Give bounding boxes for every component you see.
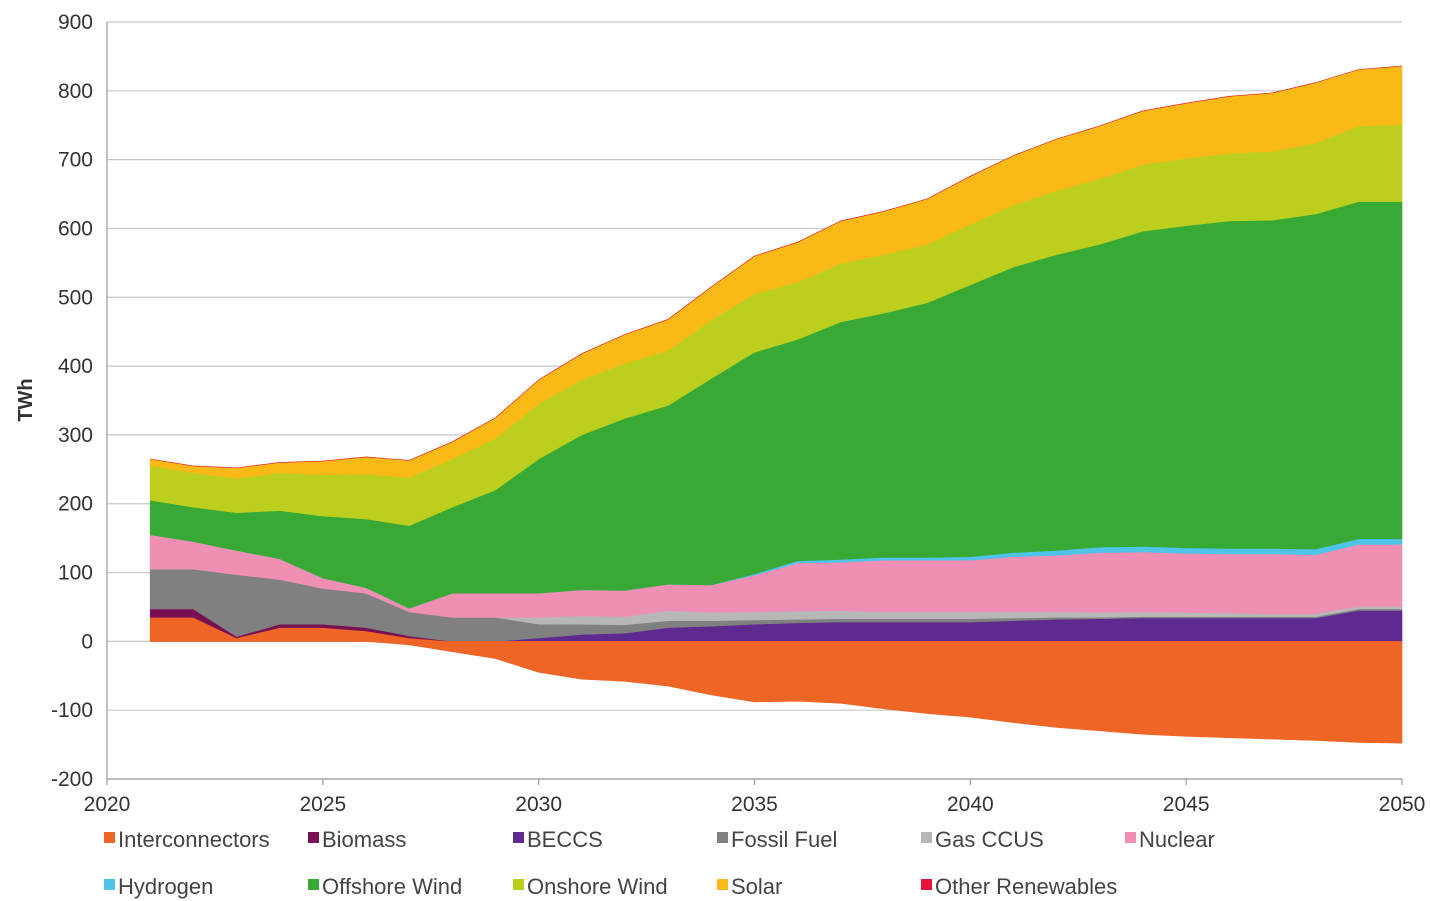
legend-swatch (921, 879, 932, 890)
legend-label: Biomass (322, 827, 406, 852)
legend-swatch (104, 832, 115, 843)
x-tick-label: 2035 (731, 793, 778, 816)
x-tick-label: 2050 (1379, 793, 1426, 816)
legend-swatch (1125, 832, 1136, 843)
x-tick-label: 2045 (1163, 793, 1210, 816)
x-tick-label: 2030 (515, 793, 562, 816)
legend-item-onshore-wind: Onshore Wind (513, 874, 668, 899)
legend: Interconnectors Biomass BECCS Fossil Fuel Ga… (104, 827, 1215, 899)
legend-swatch (717, 879, 728, 890)
y-tick-label: 900 (58, 11, 93, 34)
y-tick-label: 700 (58, 149, 93, 172)
y-tick-label: 500 (58, 286, 93, 309)
y-tick-label: 800 (58, 80, 93, 103)
legend-swatch (513, 832, 524, 843)
legend-item-nuclear: Nuclear (1125, 827, 1215, 852)
x-tick-label: 2020 (84, 793, 131, 816)
legend-label: Interconnectors (118, 827, 270, 852)
legend-item-beccs: BECCS (513, 827, 603, 852)
legend-swatch (921, 832, 932, 843)
y-tick-label: 200 (58, 493, 93, 516)
legend-item-other-renewables: Other Renewables (921, 874, 1117, 899)
legend-item-offshore-wind: Offshore Wind (308, 874, 462, 899)
area-other-renewables (150, 65, 1403, 469)
legend-item-gas-ccus: Gas CCUS (921, 827, 1044, 852)
legend-item-interconnectors: Interconnectors (104, 827, 270, 852)
y-axis-title: TWh (15, 378, 37, 421)
legend-swatch (717, 832, 728, 843)
x-tick-label: 2040 (947, 793, 994, 816)
legend-swatch (513, 879, 524, 890)
legend-item-biomass: Biomass (308, 827, 406, 852)
y-tick-label: 0 (81, 630, 93, 653)
legend-label: Solar (731, 874, 782, 899)
legend-label: Onshore Wind (527, 874, 668, 899)
areas (149, 65, 1403, 744)
area-interconnectors-negative (150, 641, 1403, 744)
legend-label: BECCS (527, 827, 603, 852)
legend-item-fossil-fuel: Fossil Fuel (717, 827, 837, 852)
y-tick-label: 400 (58, 355, 93, 378)
legend-swatch (104, 879, 115, 890)
y-tick-label: -100 (51, 699, 93, 722)
legend-label: Fossil Fuel (731, 827, 837, 852)
axes: -200 -100 0 100 200 300 400 500 600 700 800 900 2020… (51, 11, 1425, 816)
legend-item-hydrogen: Hydrogen (104, 874, 213, 899)
y-tick-label: 600 (58, 217, 93, 240)
legend-label: Nuclear (1139, 827, 1215, 852)
legend-swatch (308, 832, 319, 843)
y-tick-label: 100 (58, 562, 93, 585)
legend-label: Other Renewables (935, 874, 1117, 899)
legend-swatch (308, 879, 319, 890)
legend-label: Offshore Wind (322, 874, 462, 899)
y-tick-label: -200 (51, 768, 93, 791)
legend-label: Gas CCUS (935, 827, 1044, 852)
legend-item-solar: Solar (717, 874, 782, 899)
y-tick-label: 300 (58, 424, 93, 447)
x-tick-label: 2025 (299, 793, 346, 816)
legend-label: Hydrogen (118, 874, 213, 899)
